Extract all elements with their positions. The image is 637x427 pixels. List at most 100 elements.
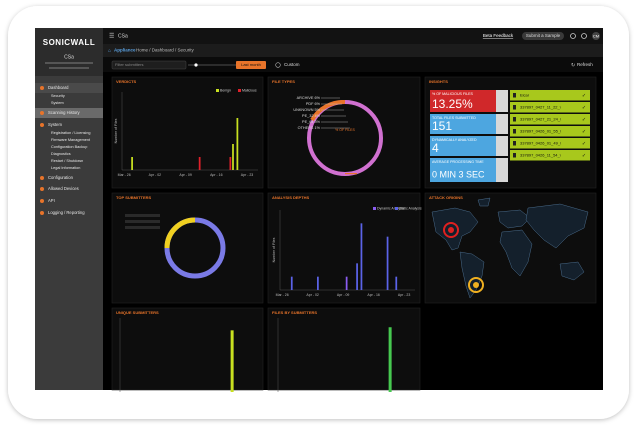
menu-item[interactable]: Restart / Shutdown: [51, 159, 83, 163]
legend-swatch: [395, 207, 398, 210]
y-axis-label: Number of Files: [272, 237, 276, 262]
menu-item[interactable]: Configuration Backup: [51, 145, 87, 149]
search-input[interactable]: [111, 60, 187, 70]
check-mark: ✓: [582, 117, 586, 123]
icon-button[interactable]: [570, 33, 576, 39]
refresh-icon[interactable]: ↻: [571, 62, 575, 68]
menu-item[interactable]: System: [51, 101, 64, 105]
period-button[interactable]: [236, 61, 266, 69]
map-land: [559, 261, 585, 281]
attack-marker: [448, 227, 454, 233]
breadcrumb-bar: [103, 44, 603, 57]
file-row[interactable]: [510, 114, 590, 125]
slider-handle[interactable]: [194, 63, 198, 67]
legend-label: Malicious: [242, 88, 257, 92]
stat-label: % OF MALICIOUS FILES: [432, 92, 474, 96]
menu-item[interactable]: Firmware Management: [51, 138, 91, 142]
file-row[interactable]: [510, 90, 590, 101]
menu-icon: [40, 199, 44, 203]
bar: [232, 144, 234, 170]
file-icon: [513, 153, 516, 158]
menu-item[interactable]: Allowed Devices: [48, 186, 79, 191]
bar: [229, 157, 232, 170]
x-tick-label: Apr - 16: [367, 293, 380, 297]
custom-radio[interactable]: [275, 62, 281, 68]
file-row[interactable]: [510, 150, 590, 161]
x-tick-label: Apr - 09: [179, 173, 192, 177]
donut-label: UNKNOWN 5%: [293, 108, 320, 112]
bar: [198, 157, 201, 170]
stat-card: [430, 90, 496, 112]
panel-title: VERDICTS: [116, 79, 137, 84]
menu-icon: [40, 187, 44, 191]
map-land: [525, 203, 589, 249]
legend-label: Benign: [220, 88, 231, 92]
y-axis-label: Number of Files: [114, 118, 118, 143]
menu-item[interactable]: Registration / Licensing: [51, 131, 90, 135]
file-row[interactable]: [510, 138, 590, 149]
icon-button[interactable]: [581, 33, 587, 39]
home-icon: ⌂: [108, 48, 111, 54]
file-icon: [513, 141, 516, 146]
file-name: 337897_0426_01_49_\: [520, 141, 562, 146]
stat-card: [430, 114, 496, 134]
menu-item[interactable]: Configuration: [48, 175, 74, 180]
file-name: 337897_0427_21_24_\: [520, 117, 562, 122]
menu-item[interactable]: System: [48, 122, 62, 127]
feedback-link[interactable]: Beta Feedback: [483, 33, 514, 38]
file-icon: [513, 129, 516, 134]
file-icon: [513, 93, 516, 98]
donut-segment: [164, 217, 196, 249]
attack-marker: [473, 282, 479, 288]
stat-label: TOTAL FILES SUBMITTED: [432, 116, 476, 120]
stat-value: 4: [432, 141, 439, 155]
custom-label: Custom: [284, 62, 300, 67]
menu-toggle[interactable]: ☰: [109, 33, 114, 40]
menu-item[interactable]: Scanning History: [48, 110, 81, 115]
donut-label: ARCHIVE 6%: [297, 96, 321, 100]
stat-label: AVERAGE PROCESSING TIME: [432, 160, 484, 164]
panel: [267, 307, 421, 391]
stat-icon-box: [496, 114, 508, 134]
refresh-label[interactable]: Refresh: [577, 62, 593, 67]
map-land: [431, 207, 479, 251]
legend-label: Dynamic Analysis: [377, 206, 405, 210]
donut-label: PE_32 4%: [302, 114, 321, 118]
menu-icon: [40, 86, 44, 90]
menu-item[interactable]: Logging / Reporting: [48, 210, 85, 215]
file-name: 337897_0427_11_22_\: [520, 105, 562, 110]
menu-item[interactable]: API: [48, 198, 55, 203]
x-tick-label: Apr - 02: [306, 293, 319, 297]
menu-item[interactable]: Dashboard: [48, 85, 69, 90]
brand: SONICWALL: [43, 38, 96, 47]
attack-marker: [468, 277, 484, 293]
donut-label: PE_64 3%: [302, 120, 321, 124]
donut-center: % OF FILES: [335, 128, 355, 132]
file-name: Eicar: [520, 93, 530, 98]
user-initials: CM: [593, 33, 599, 38]
panel: [111, 76, 264, 189]
donut-segment: [310, 99, 346, 122]
stat-card: [430, 136, 496, 156]
file-row[interactable]: [510, 126, 590, 137]
menu-item[interactable]: Diagnostics: [51, 152, 71, 156]
user-avatar[interactable]: [592, 32, 600, 40]
submit-label: Submit a Sample: [526, 33, 561, 38]
panel-title: ATTACK ORIGINS: [429, 195, 463, 200]
blurred-label: [125, 226, 160, 229]
submit-button[interactable]: [522, 32, 564, 40]
check-mark: ✓: [582, 93, 586, 99]
menu-item[interactable]: Legal Information: [51, 166, 80, 170]
panel: [111, 192, 264, 304]
breadcrumb-root[interactable]: Appliance: [114, 48, 136, 53]
panel-title: ANALYSIS DEPTHS: [272, 195, 310, 200]
panel: [111, 307, 264, 391]
file-row[interactable]: [510, 102, 590, 113]
menu-item[interactable]: Security: [51, 94, 65, 98]
map-land: [497, 209, 531, 229]
check-mark: ✓: [582, 153, 586, 159]
check-mark: ✓: [582, 129, 586, 135]
device-name: CSa: [64, 54, 74, 60]
breadcrumb-path: Home / Dashboard / Security: [136, 48, 195, 53]
